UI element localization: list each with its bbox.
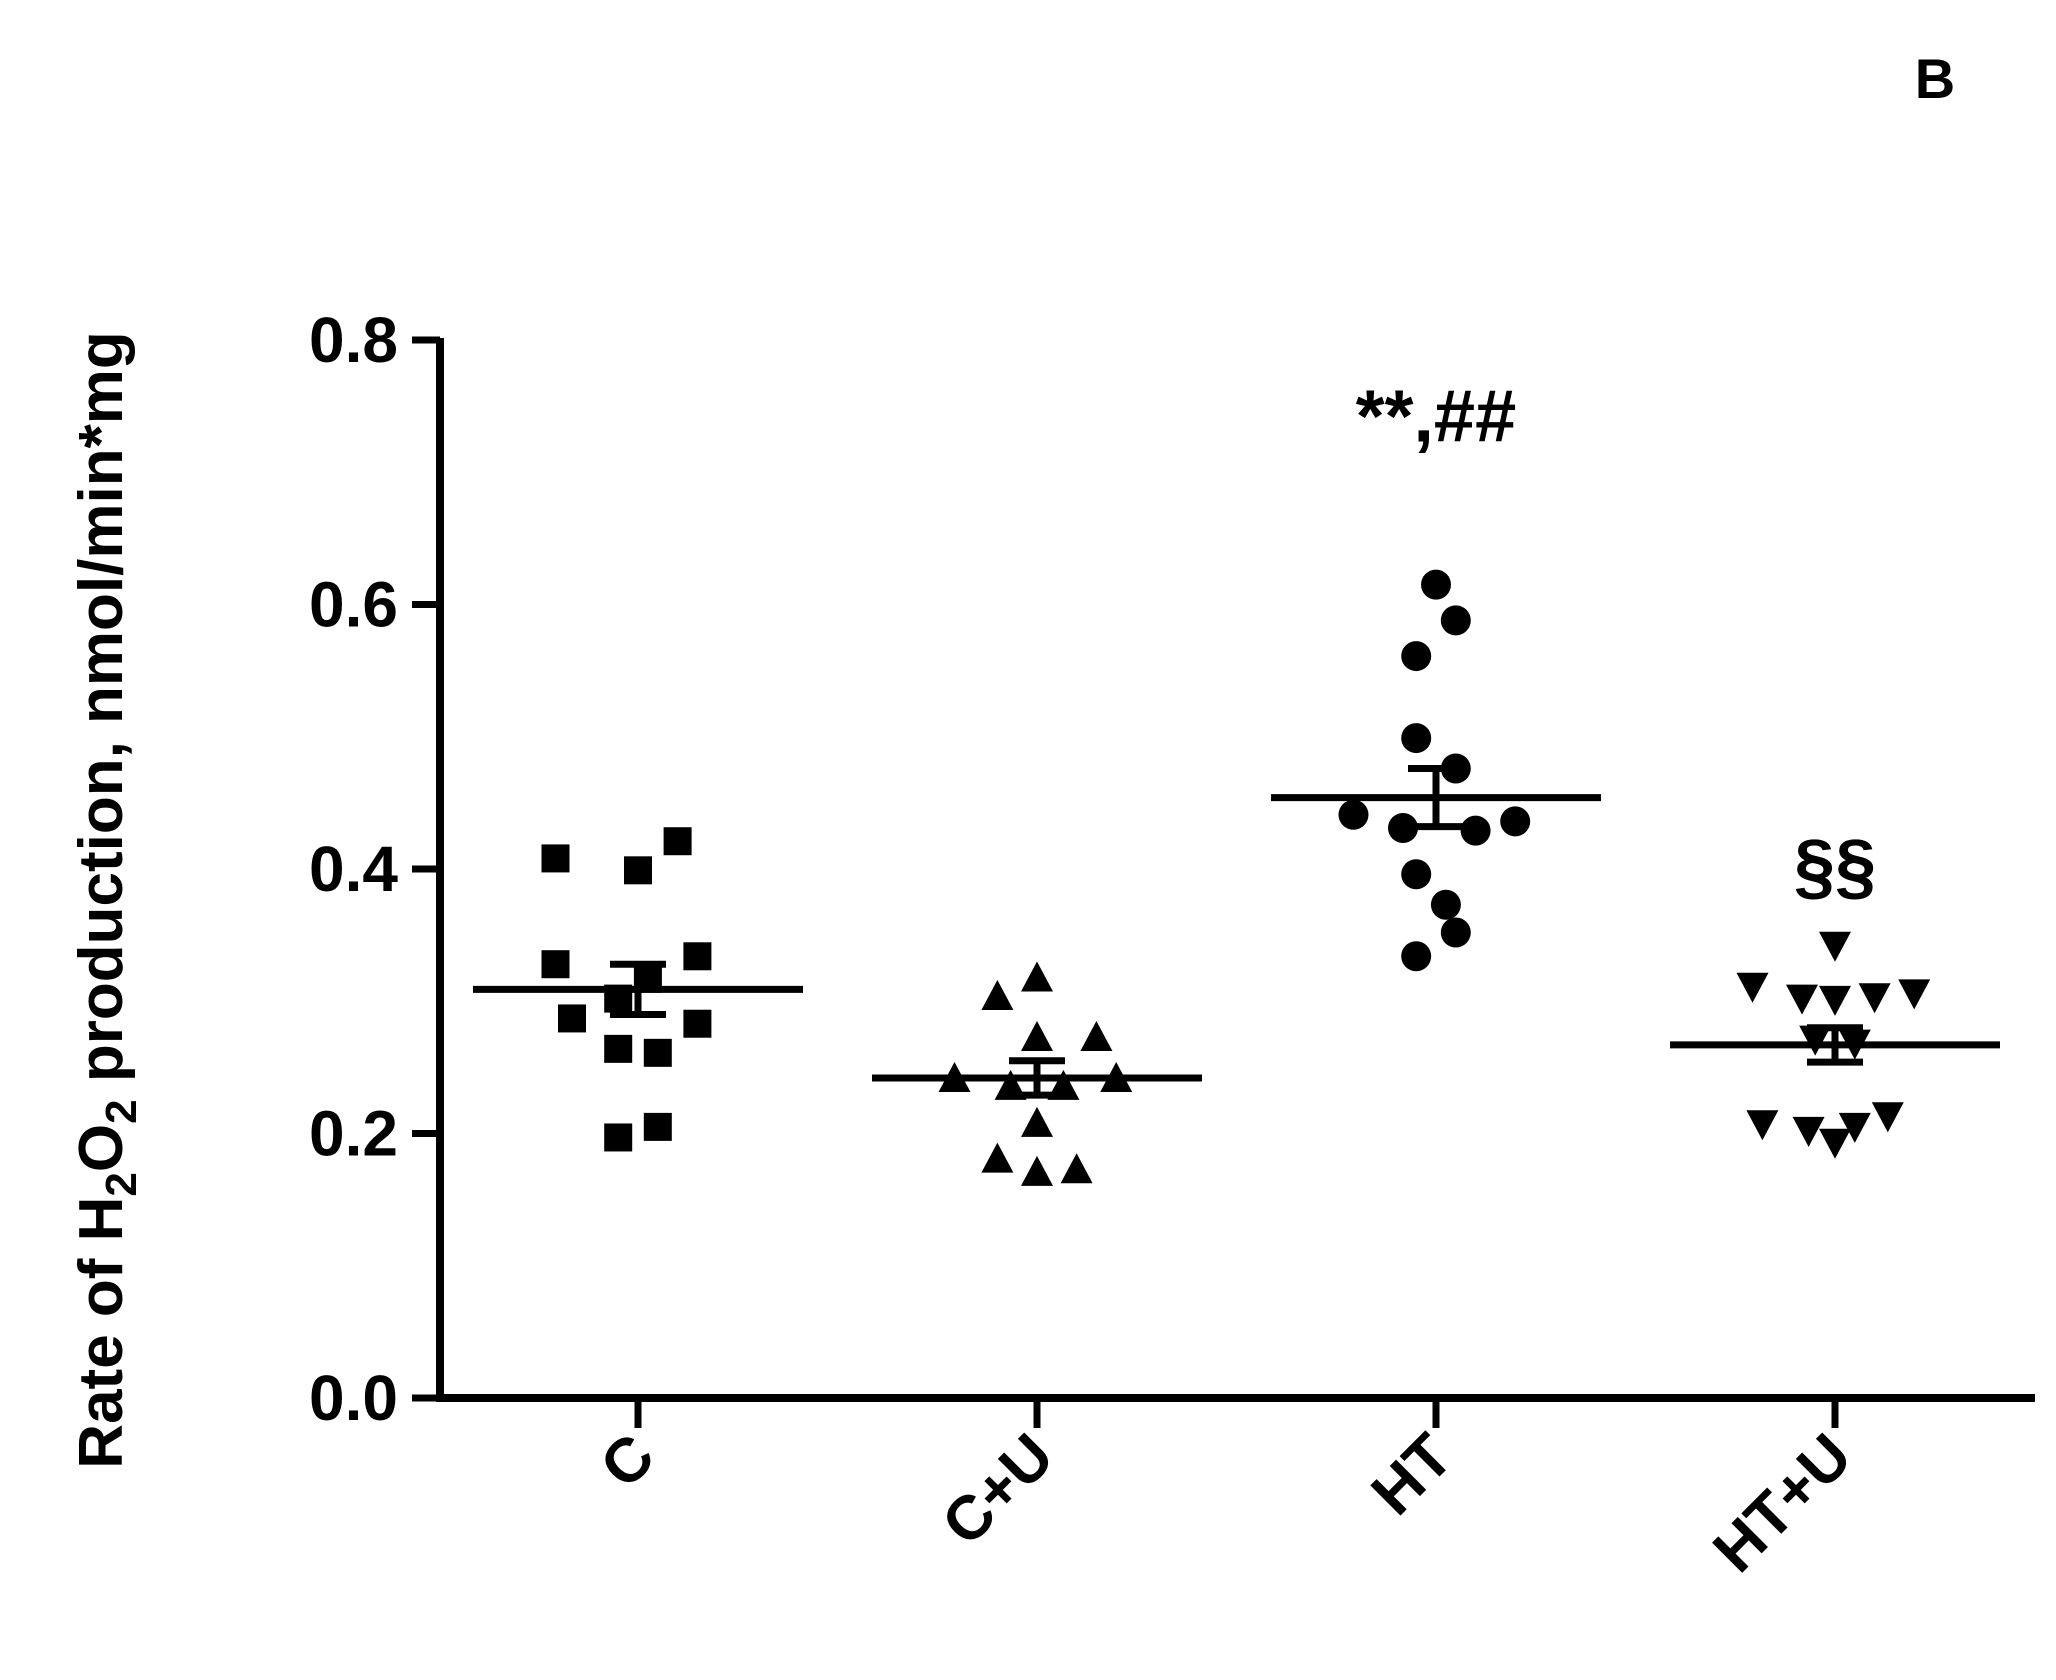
data-point-triangle-down bbox=[1819, 985, 1851, 1016]
data-point-square bbox=[643, 1038, 672, 1067]
data-point-square bbox=[541, 844, 570, 873]
significance-label: **,## bbox=[1356, 374, 1516, 457]
data-point-square bbox=[663, 827, 692, 856]
x-tick-label: HT+U bbox=[1700, 1421, 1865, 1586]
x-tick-label: C bbox=[587, 1421, 667, 1501]
data-point-circle bbox=[1430, 889, 1461, 920]
x-tick-label: HT bbox=[1359, 1421, 1466, 1528]
data-point-square bbox=[604, 1123, 633, 1152]
data-point-triangle-down bbox=[1858, 983, 1891, 1014]
y-tick-label: 0.2 bbox=[309, 1098, 398, 1170]
data-point-triangle-down bbox=[1838, 1112, 1871, 1143]
significance-annotations: **,## §§ bbox=[1356, 374, 1876, 907]
data-point-circle bbox=[1460, 815, 1491, 846]
y-tick-label: 0.0 bbox=[309, 1362, 398, 1434]
data-point-triangle-down bbox=[1871, 1102, 1904, 1133]
data-point-triangle-up bbox=[1021, 1106, 1053, 1137]
y-axis: 0.0 0.2 0.4 0.6 0.8 bbox=[309, 304, 444, 1434]
data-point-circle bbox=[1401, 641, 1432, 672]
y-tick-label: 0.8 bbox=[309, 304, 398, 376]
data-point-square bbox=[541, 950, 570, 979]
data-point-triangle-down bbox=[1736, 972, 1769, 1003]
data-point-triangle-down bbox=[1819, 1128, 1851, 1159]
data-point-circle bbox=[1401, 859, 1432, 890]
data-point-triangle-up bbox=[1021, 1020, 1053, 1051]
data-point-triangle-up bbox=[1021, 961, 1053, 992]
data-point-square bbox=[683, 942, 712, 971]
significance-label: §§ bbox=[1794, 824, 1876, 907]
data-point-circle bbox=[1421, 569, 1451, 600]
data-points bbox=[541, 569, 1931, 1186]
data-point-triangle-down bbox=[1746, 1110, 1779, 1141]
data-point-triangle-down bbox=[1898, 979, 1931, 1010]
data-point-circle bbox=[1500, 806, 1531, 837]
data-point-circle bbox=[1401, 723, 1432, 754]
data-point-triangle-up bbox=[1080, 1020, 1113, 1051]
data-point-square bbox=[558, 1004, 586, 1033]
data-point-triangle-down bbox=[1819, 931, 1851, 962]
x-tick-label: C+U bbox=[929, 1421, 1067, 1559]
data-point-square bbox=[683, 1009, 712, 1038]
x-axis: C C+U HT HT+U bbox=[436, 1394, 2035, 1586]
data-point-circle bbox=[1401, 941, 1432, 972]
data-point-triangle-up bbox=[1021, 1155, 1053, 1186]
data-point-triangle-up bbox=[981, 979, 1014, 1010]
data-point-triangle-down bbox=[1792, 1116, 1825, 1147]
y-tick-label: 0.6 bbox=[309, 569, 398, 641]
data-point-triangle-up bbox=[981, 1142, 1014, 1173]
data-point-circle bbox=[1440, 605, 1471, 636]
y-axis-label: Rate of H2O2 production, nmol/min*mg bbox=[67, 331, 146, 1468]
data-point-triangle-up bbox=[1060, 1153, 1093, 1184]
data-point-circle bbox=[1388, 813, 1418, 844]
data-point-triangle-down bbox=[1786, 984, 1818, 1015]
panel-label: B bbox=[1915, 47, 1955, 110]
data-point-circle bbox=[1338, 799, 1369, 830]
data-point-square bbox=[643, 1112, 672, 1141]
data-point-square bbox=[604, 1034, 633, 1063]
data-point-square bbox=[624, 856, 652, 885]
mean-sem-bars bbox=[473, 764, 2000, 1099]
data-point-circle bbox=[1440, 917, 1471, 948]
data-point-triangle-down bbox=[1799, 1025, 1832, 1056]
y-tick-label: 0.4 bbox=[309, 833, 398, 905]
